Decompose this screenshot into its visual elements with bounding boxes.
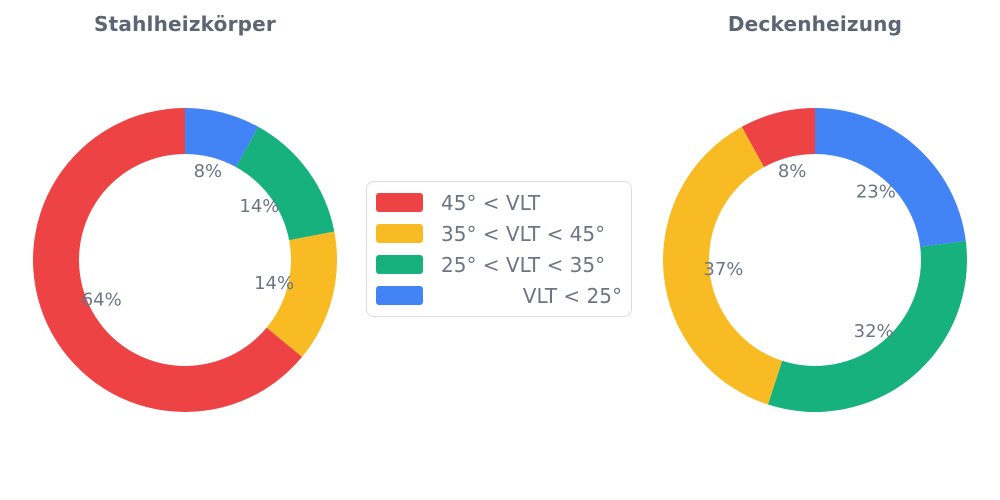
legend-swatch-green xyxy=(376,255,423,274)
donut-slice xyxy=(236,126,335,241)
legend-item-yellow: 35° < VLT < 45° xyxy=(376,218,622,249)
slice-percentage-label: 8% xyxy=(778,161,807,182)
donut-slice xyxy=(185,108,259,168)
donut-slice xyxy=(741,108,815,168)
slice-percentage-label: 8% xyxy=(194,161,223,182)
donut-chart-deckenheizung: 8% 37% 32% 23% xyxy=(663,108,967,412)
legend-item-red: 45° < VLT xyxy=(376,187,622,218)
legend-label-green: 25° < VLT < 35° xyxy=(441,252,606,277)
donut-slice xyxy=(815,108,966,247)
slice-percentage-label: 14% xyxy=(239,196,279,217)
donut-slice xyxy=(768,240,967,412)
legend-label-yellow: 35° < VLT < 45° xyxy=(441,221,606,246)
donut-slice xyxy=(663,126,783,405)
slice-percentage-label: 14% xyxy=(254,273,294,294)
slice-percentage-label: 64% xyxy=(82,289,122,310)
slice-percentage-label: 32% xyxy=(854,321,894,342)
legend-label-red: 45° < VLT xyxy=(441,190,541,215)
legend-item-blue: VLT < 25° xyxy=(376,280,622,311)
legend-label-blue: VLT < 25° xyxy=(522,283,622,308)
chart-title-stahlheizkoerper: Stahlheizkörper xyxy=(94,12,276,36)
legend-swatch-yellow xyxy=(376,224,423,243)
donut-slice xyxy=(266,231,337,357)
legend-swatch-red xyxy=(376,193,423,212)
slice-percentage-label: 23% xyxy=(856,181,896,202)
donut-slice xyxy=(33,108,303,413)
chart-title-deckenheizung: Deckenheizung xyxy=(727,12,903,36)
legend-item-green: 25° < VLT < 35° xyxy=(376,249,622,280)
legend-swatch-blue xyxy=(376,286,423,305)
slice-percentage-label: 37% xyxy=(703,259,743,280)
legend: 45° < VLT 35° < VLT < 45° 25° < VLT < 35… xyxy=(366,181,632,317)
donut-chart-stahlheizkoerper: 64% 14% 14% 8% xyxy=(33,108,337,413)
